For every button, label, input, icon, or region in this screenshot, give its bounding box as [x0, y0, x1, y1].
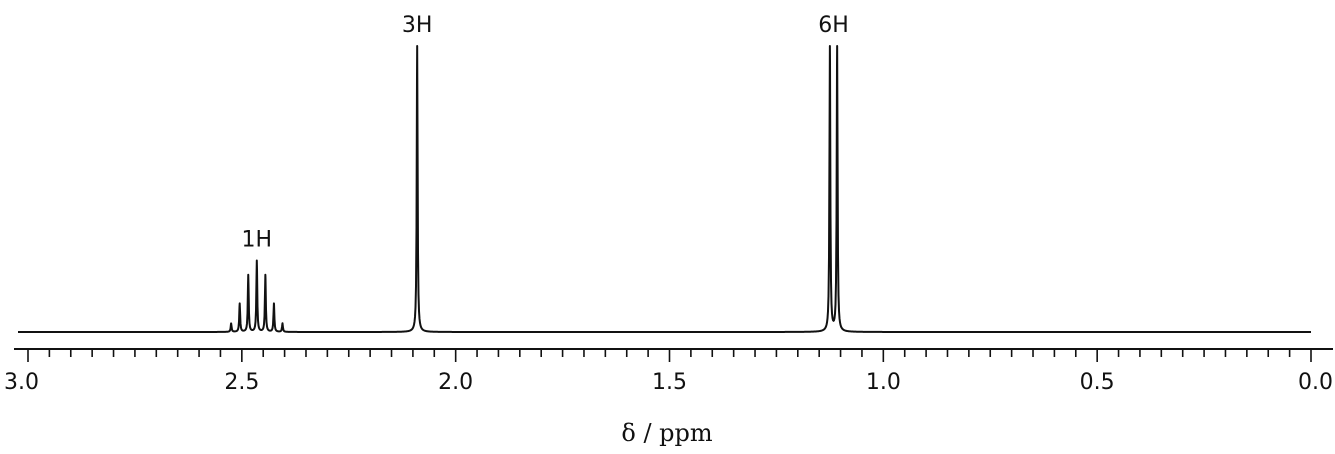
x-tick-label: 1.0 — [866, 370, 901, 395]
spectrum-trace — [17, 45, 1312, 333]
x-tick-label: 0.5 — [1080, 370, 1115, 395]
x-tick-label: 0.0 — [1298, 370, 1333, 395]
x-tick-label: 2.0 — [438, 370, 473, 395]
x-tick-label: 1.5 — [652, 370, 687, 395]
x-tick-label: 3.0 — [4, 370, 39, 395]
x-axis-tick-labels: 3.0 2.5 2.0 1.5 1.0 0.5 0.0 — [4, 370, 1333, 395]
peak-label: 3H — [402, 13, 433, 38]
peak-integration-labels: 1H 3H 6H — [242, 13, 849, 253]
x-axis-ticks — [27, 349, 1312, 362]
x-tick-label: 2.5 — [224, 370, 259, 395]
x-axis-title: δ / ppm — [621, 419, 713, 447]
peak-label: 6H — [818, 13, 849, 38]
peak-label: 1H — [242, 228, 273, 253]
